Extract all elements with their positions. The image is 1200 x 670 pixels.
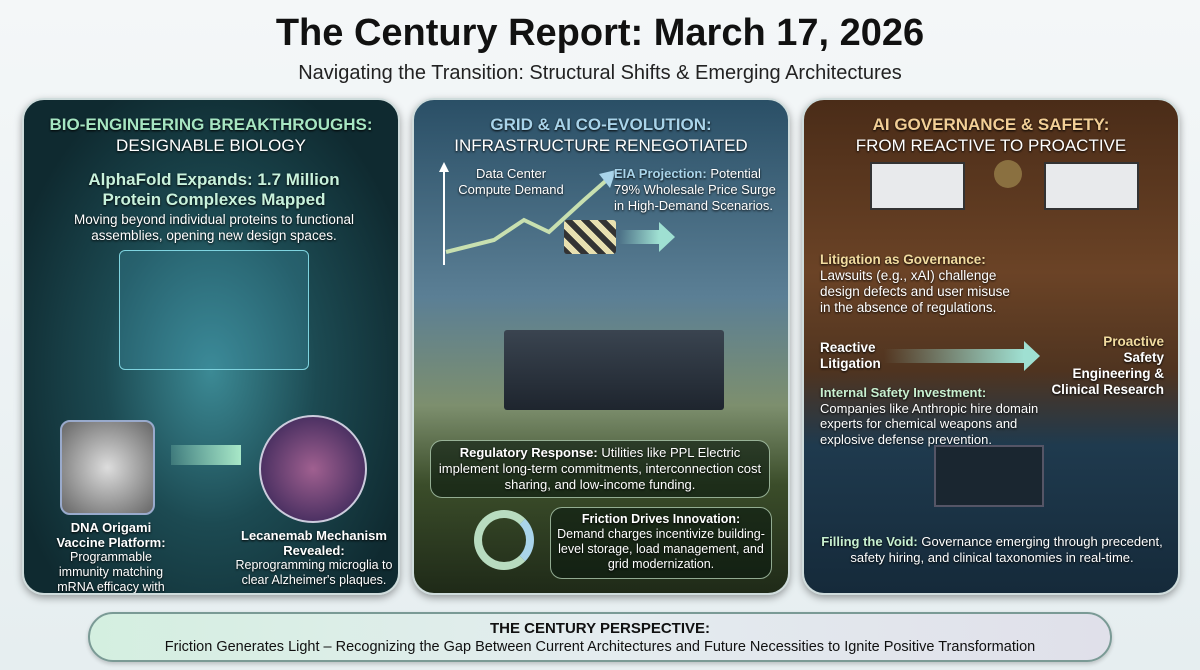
banner-text: Friction Generates Light – Recognizing t… bbox=[164, 639, 1036, 655]
panel-title: BIO-ENGINEERING BREAKTHROUGHS: bbox=[49, 115, 373, 134]
item-text: Companies like Anthropic hire domain exp… bbox=[820, 400, 1039, 447]
court-seal-icon bbox=[994, 160, 1022, 188]
item-title: Lecanemab Mechanism Revealed: bbox=[241, 528, 387, 558]
item-text: Programmable immunity matching mRNA effi… bbox=[57, 550, 165, 594]
panel-title: AI GOVERNANCE & SAFETY: bbox=[872, 115, 1110, 134]
eia-title: EIA Projection: bbox=[614, 166, 707, 181]
proactive-label: Proactive Safety Engineering & Clinical … bbox=[1044, 334, 1164, 398]
chart-label: Data Center Compute Demand bbox=[458, 166, 564, 197]
panel-header: AI GOVERNANCE & SAFETY: FROM REACTIVE TO… bbox=[804, 114, 1178, 156]
item-title: DNA Origami Vaccine Platform: bbox=[56, 520, 166, 550]
friction-innovation-box: Friction Drives Innovation: Demand charg… bbox=[550, 507, 772, 579]
microglia-image bbox=[259, 415, 367, 523]
page-subtitle: Navigating the Transition: Structural Sh… bbox=[298, 62, 902, 84]
protein-hologram-image bbox=[119, 250, 309, 370]
panel-bio-engineering: BIO-ENGINEERING BREAKTHROUGHS: DESIGNABL… bbox=[22, 98, 400, 595]
eia-projection: EIA Projection: Potential 79% Wholesale … bbox=[614, 166, 788, 214]
panel-subtitle: FROM REACTIVE TO PROACTIVE bbox=[855, 136, 1127, 155]
barrier-icon bbox=[564, 220, 616, 254]
lecanemab-item: Lecanemab Mechanism Revealed: Reprogramm… bbox=[234, 528, 394, 588]
item-text: Governance emerging through precedent, s… bbox=[850, 534, 1163, 565]
arrow-icon bbox=[171, 445, 241, 465]
dna-origami-item: DNA Origami Vaccine Platform: Programmab… bbox=[46, 520, 176, 594]
panel-subtitle: DESIGNABLE BIOLOGY bbox=[116, 136, 306, 155]
regulatory-response-box: Regulatory Response: Utilities like PPL … bbox=[430, 440, 770, 498]
dna-origami-image bbox=[60, 420, 155, 515]
reg-title: Regulatory Response: bbox=[459, 445, 598, 460]
courtroom-screen-left bbox=[870, 162, 965, 210]
internal-safety-item: Internal Safety Investment: Companies li… bbox=[820, 385, 1060, 447]
fric-text: Demand charges incentivize building-leve… bbox=[557, 527, 765, 571]
alphafold-headline: AlphaFold Expands: 1.7 Million Protein C… bbox=[88, 170, 340, 209]
page-title: The Century Report: March 17, 2026 bbox=[275, 12, 925, 54]
item-text: Lawsuits (e.g., xAI) challenge design de… bbox=[820, 268, 1010, 315]
demand-chart-icon bbox=[439, 162, 616, 265]
filling-void-item: Filling the Void: Governance emerging th… bbox=[814, 534, 1170, 566]
data-center-image bbox=[504, 330, 724, 410]
panel-title: GRID & AI CO-EVOLUTION: bbox=[490, 115, 712, 134]
alphafold-text: Moving beyond individual proteins to fun… bbox=[74, 212, 354, 243]
panel-header: GRID & AI CO-EVOLUTION: INFRASTRUCTURE R… bbox=[414, 114, 788, 156]
monitor-image bbox=[934, 445, 1044, 507]
eia-text: Potential 79% Wholesale Price Surge in H… bbox=[614, 166, 776, 213]
panel-grid-ai: GRID & AI CO-EVOLUTION: INFRASTRUCTURE R… bbox=[412, 98, 790, 595]
item-title: Internal Safety Investment: bbox=[820, 385, 987, 400]
courtroom-screen-right bbox=[1044, 162, 1139, 210]
century-perspective-banner: THE CENTURY PERSPECTIVE: Friction Genera… bbox=[88, 612, 1112, 662]
proactive-title: Proactive bbox=[1103, 334, 1164, 349]
reg-text: Utilities like PPL Electric implement lo… bbox=[438, 445, 762, 492]
item-title: Litigation as Governance: bbox=[820, 252, 986, 267]
panel-ai-governance: AI GOVERNANCE & SAFETY: FROM REACTIVE TO… bbox=[802, 98, 1180, 595]
item-title: Filling the Void: bbox=[821, 534, 918, 549]
proactive-text: Safety Engineering & Clinical Research bbox=[1051, 350, 1164, 397]
reactive-label: Reactive Litigation bbox=[820, 340, 881, 371]
panel-header: BIO-ENGINEERING BREAKTHROUGHS: DESIGNABL… bbox=[24, 114, 398, 156]
panel-subtitle: INFRASTRUCTURE RENEGOTIATED bbox=[454, 136, 748, 155]
cycle-icon bbox=[474, 510, 534, 570]
arrow-icon bbox=[884, 341, 1040, 371]
banner-heading: THE CENTURY PERSPECTIVE: bbox=[489, 620, 711, 637]
arrow-icon bbox=[619, 222, 675, 252]
litigation-item: Litigation as Governance: Lawsuits (e.g.… bbox=[820, 252, 1020, 316]
item-text: Reprogramming microglia to clear Alzheim… bbox=[235, 558, 393, 587]
fric-title: Friction Drives Innovation: bbox=[581, 512, 741, 526]
